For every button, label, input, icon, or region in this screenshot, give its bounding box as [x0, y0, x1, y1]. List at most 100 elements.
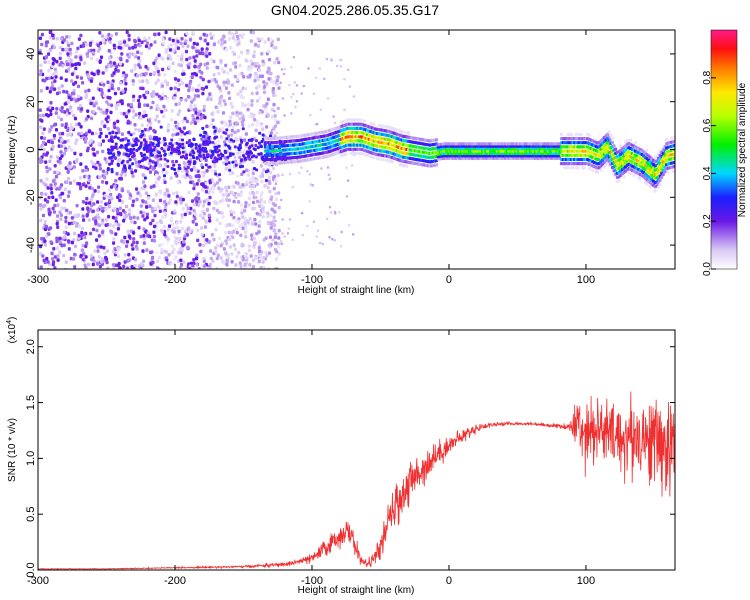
spectrogram-cell	[155, 221, 159, 225]
spectrogram-cell	[259, 74, 263, 79]
spectrogram-cell	[270, 115, 275, 119]
spectrogram-cell	[255, 211, 259, 216]
spectrogram-cell	[55, 239, 59, 244]
spectrogram-cell	[114, 222, 118, 226]
spectrogram-cell	[227, 80, 231, 84]
spectrogram-cell	[250, 99, 254, 103]
spectrogram-cell	[209, 57, 213, 62]
spectrogram-cell	[41, 213, 46, 218]
spectrogram-cell	[230, 128, 234, 133]
spectrogram-cell	[311, 184, 314, 187]
spectrogram-cell	[260, 191, 264, 195]
spectrogram-cell	[81, 44, 85, 48]
spectrogram-cell	[254, 222, 258, 226]
spectrogram-cell	[64, 47, 68, 52]
spectrogram-cell	[153, 145, 157, 149]
spectrogram-cell	[74, 66, 78, 71]
spectrogram-cell	[135, 240, 139, 245]
spectrogram-cell	[204, 150, 208, 153]
spectrogram-cell	[202, 256, 206, 261]
spectrogram-cell	[154, 163, 158, 167]
spectrogram-cell	[192, 137, 196, 141]
spectrogram-cell	[223, 140, 227, 144]
spectrogram-cell	[123, 253, 127, 257]
spectrogram-cell	[277, 236, 281, 240]
spectrogram-cell	[127, 109, 131, 113]
spectrogram-cell	[77, 132, 81, 136]
spectrogram-cell	[139, 51, 143, 56]
spectrogram-cell	[92, 259, 96, 263]
spectrogram-cell	[254, 144, 258, 147]
spectrogram-cell	[44, 43, 48, 48]
spectrogram-cell	[160, 147, 164, 150]
spectrogram-cell	[133, 67, 137, 71]
spectrogram-cell	[266, 214, 270, 219]
spectrogram-cell	[193, 71, 197, 76]
spectrogram-cell	[101, 169, 106, 174]
spectrogram-cell	[226, 134, 231, 138]
spectrogram-cell	[277, 252, 281, 256]
spectrogram-cell	[261, 63, 265, 67]
spectrogram-cell	[99, 41, 103, 45]
spectrogram-cell	[201, 51, 205, 56]
spectrogram-cell	[124, 73, 129, 78]
spectrogram-cell	[202, 174, 206, 178]
spectrogram-cell	[39, 218, 43, 223]
spectrogram-cell	[83, 61, 87, 65]
spectrogram-cell	[123, 165, 127, 169]
spectrogram-cell	[65, 113, 69, 117]
spectrogram-cell	[332, 115, 335, 118]
spectrogram-cell	[164, 108, 168, 112]
spectrogram-cell	[181, 138, 184, 142]
spectrogram-cell	[272, 223, 277, 228]
spectrogram-cell	[104, 172, 108, 176]
spectrogram-cell	[194, 222, 198, 227]
spectrogram-cell	[92, 72, 96, 77]
spectrogram-cell	[55, 91, 60, 96]
spectrogram-cell	[347, 68, 350, 72]
spectrogram-cell	[220, 45, 224, 49]
spectrogram-cell	[255, 123, 259, 127]
spectrogram-cell	[90, 257, 94, 262]
spectrogram-cell	[665, 138, 669, 142]
spectrogram-cell	[174, 31, 178, 36]
spectrogram-cell	[175, 191, 179, 195]
spectrogram-cell	[272, 93, 276, 98]
spectrogram-cell	[118, 151, 121, 155]
spectrogram-cell	[286, 232, 290, 235]
spectrogram-cell	[226, 253, 230, 257]
spectrogram-cell	[230, 252, 234, 256]
spectrogram-cell	[236, 181, 240, 186]
spectrogram-cell	[288, 218, 292, 221]
spectrogram-cell	[220, 211, 224, 215]
spectrogram-cell	[49, 183, 53, 187]
spectrogram-cell	[348, 85, 352, 88]
spectrogram-cell	[84, 168, 88, 173]
spectrogram-cell	[84, 244, 88, 249]
spectrogram-cell	[119, 81, 123, 85]
spectrogram-cell	[158, 164, 162, 168]
spectrogram-cell	[225, 128, 229, 132]
spectrogram-cell	[205, 66, 209, 70]
spectrogram-cell	[220, 41, 224, 46]
spectrogram-cell	[184, 49, 189, 54]
spectrogram-cell	[182, 72, 186, 76]
spectrogram-cell	[162, 104, 166, 109]
spectrogram-cell	[119, 177, 123, 181]
spectrogram-cell	[276, 37, 280, 42]
spectrogram-cell	[55, 37, 59, 41]
spectrogram-cell	[64, 260, 68, 264]
spectrogram-cell	[199, 249, 203, 254]
spectrogram-cell	[89, 254, 93, 258]
spectrogram-cell	[231, 152, 235, 156]
spectrogram-cell	[661, 173, 665, 177]
spectrogram-cell	[144, 200, 148, 204]
spectrogram-cell	[105, 160, 109, 164]
spectrogram-cell	[188, 56, 192, 60]
spectrogram-cell	[165, 188, 169, 193]
spectrogram-cell	[58, 236, 62, 241]
spectrogram-cell	[132, 131, 136, 136]
spectrogram-cell	[126, 189, 130, 194]
spectrogram-cell	[218, 99, 222, 104]
spectrogram-cell	[72, 165, 76, 169]
